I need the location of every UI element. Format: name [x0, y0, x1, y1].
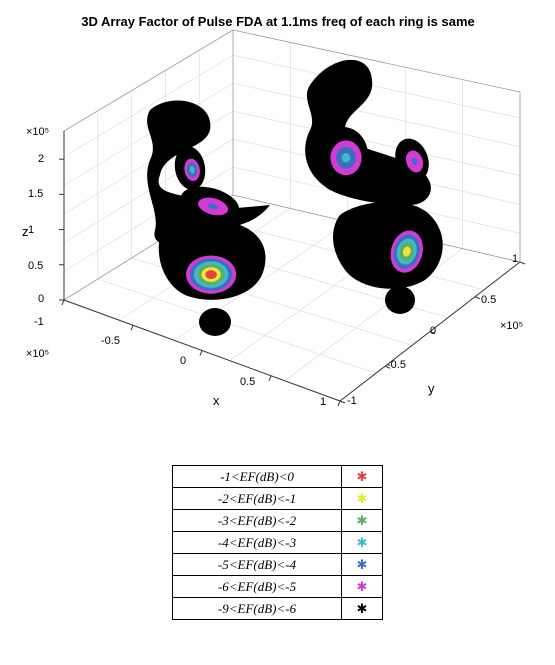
x-tick-label: 0.5: [240, 376, 255, 388]
legend-marker: ✱: [341, 553, 383, 576]
y-exponent-label: ×10⁵: [500, 320, 523, 332]
grid-line: [63, 166, 234, 272]
x-tick: [130, 325, 134, 331]
lobe-region-level-7: [199, 308, 231, 336]
lobe-region-level-5: [208, 203, 219, 210]
z-tick-label: 1.5: [28, 188, 43, 200]
asterisk-marker-icon: ✱: [356, 468, 368, 484]
z-tick-label: 1: [28, 224, 34, 236]
legend-marker: ✱: [341, 487, 383, 510]
y-tick: [384, 365, 391, 369]
right-bottom-lobe: [385, 286, 415, 314]
legend-row: -5<EF(dB)<-4 ✱: [172, 553, 383, 576]
lobe-region-level-7: [385, 286, 415, 314]
asterisk-marker-icon: ✱: [356, 600, 368, 616]
asterisk-marker-icon: ✱: [356, 556, 368, 572]
legend-marker: ✱: [341, 597, 383, 620]
legend-label: -1<EF(dB)<0: [172, 465, 342, 488]
legend-label: -6<EF(dB)<-5: [172, 575, 342, 598]
lobe-region-level-4: [341, 153, 351, 163]
lobe-region-level-5: [411, 157, 418, 166]
x-tick: [268, 375, 272, 381]
left-upper-lobe: [174, 146, 206, 190]
left-middle-lobe: [180, 186, 240, 222]
asterisk-marker-icon: ✱: [356, 534, 368, 550]
legend-label: -9<EF(dB)<-6: [172, 597, 342, 620]
right-lower-lobe: [382, 218, 428, 278]
y-tick: [474, 296, 481, 300]
legend-label: -3<EF(dB)<-2: [172, 509, 342, 532]
y-axis-label: y: [428, 381, 435, 396]
y-tick: [339, 400, 346, 404]
legend-row: -6<EF(dB)<-5 ✱: [172, 575, 383, 598]
x-tick-label: 1: [320, 396, 326, 408]
left-lower-lobe: [173, 246, 241, 298]
z-exponent-label: ×10⁵: [26, 126, 49, 138]
grid-line: [232, 82, 521, 148]
legend-marker: ✱: [341, 465, 383, 488]
y-tick-label: 0: [430, 325, 436, 337]
lobe-region-level-4: [189, 166, 195, 174]
left-bottom-lobe: [199, 308, 231, 336]
x-axis-label: x: [213, 393, 220, 408]
asterisk-marker-icon: ✱: [356, 578, 368, 594]
chart-figure: 3D Array Factor of Pulse FDA at 1.1ms fr…: [22, 14, 526, 408]
axes-box: [59, 29, 526, 407]
legend-label: -5<EF(dB)<-4: [172, 553, 342, 576]
legend-row: -3<EF(dB)<-2 ✱: [172, 509, 383, 532]
left-upper-lobe-shell: [147, 100, 270, 244]
x-tick-labels: -1 -0.5 0 0.5 1: [34, 316, 326, 408]
x-tick: [199, 350, 203, 356]
y-tick-label: -1: [347, 395, 357, 407]
y-tick-label: -0.5: [387, 359, 406, 371]
grid-line: [97, 278, 377, 374]
legend-row: -1<EF(dB)<0 ✱: [172, 465, 383, 488]
grid-line: [63, 82, 234, 186]
z-axis-label: z: [22, 224, 29, 239]
right-upper-lobe: [318, 127, 368, 183]
z-tick-label: 2: [38, 153, 44, 165]
y-tick-labels: 1 0.5 0 -0.5 -1: [347, 253, 518, 407]
x-tick-label: 0: [180, 355, 186, 367]
right-upper-lobe-shell: [305, 59, 431, 205]
grid-line: [63, 138, 234, 243]
y-tick-label: 1: [512, 253, 518, 265]
asterisk-marker-icon: ✱: [356, 512, 368, 528]
legend-label: -4<EF(dB)<-3: [172, 531, 342, 554]
right-side-lobe: [395, 138, 429, 182]
grid-line: [232, 54, 521, 119]
legend-row: -4<EF(dB)<-3 ✱: [172, 531, 383, 554]
grid-line: [63, 54, 234, 158]
z-tick-label: 0: [38, 293, 44, 305]
grid-line: [232, 110, 521, 176]
z-tick-labels: 0 0.5 1 1.5 2: [28, 153, 44, 305]
z-tick-label: 0.5: [28, 260, 43, 272]
y-tick: [429, 331, 436, 334]
box-edge: [232, 29, 521, 93]
y-tick-label: 0.5: [481, 294, 496, 306]
legend-table: -1<EF(dB)<0 ✱ -2<EF(dB)<-1 ✱ -3<EF(dB)<-2 ✱ -4…: [172, 465, 383, 620]
legend-marker: ✱: [341, 575, 383, 598]
y-tick: [519, 261, 526, 265]
asterisk-marker-icon: ✱: [356, 490, 368, 506]
legend-marker: ✱: [341, 509, 383, 532]
x-exponent-label: ×10⁵: [26, 348, 49, 360]
box-edge: [63, 29, 234, 132]
lobe-region-level-2: [402, 246, 411, 257]
legend-label: -2<EF(dB)<-1: [172, 487, 342, 510]
x-tick: [61, 299, 65, 306]
lobe-region-level-1: [205, 270, 217, 280]
x-tick: [337, 400, 341, 407]
legend-row: -9<EF(dB)<-6 ✱: [172, 597, 383, 620]
legend-marker: ✱: [341, 531, 383, 554]
legend-row: -2<EF(dB)<-1 ✱: [172, 487, 383, 510]
data-clusters: [147, 59, 443, 336]
x-tick-label: -0.5: [101, 335, 120, 347]
x-tick-label: -1: [34, 316, 44, 328]
chart-title: 3D Array Factor of Pulse FDA at 1.1ms fr…: [81, 14, 475, 29]
